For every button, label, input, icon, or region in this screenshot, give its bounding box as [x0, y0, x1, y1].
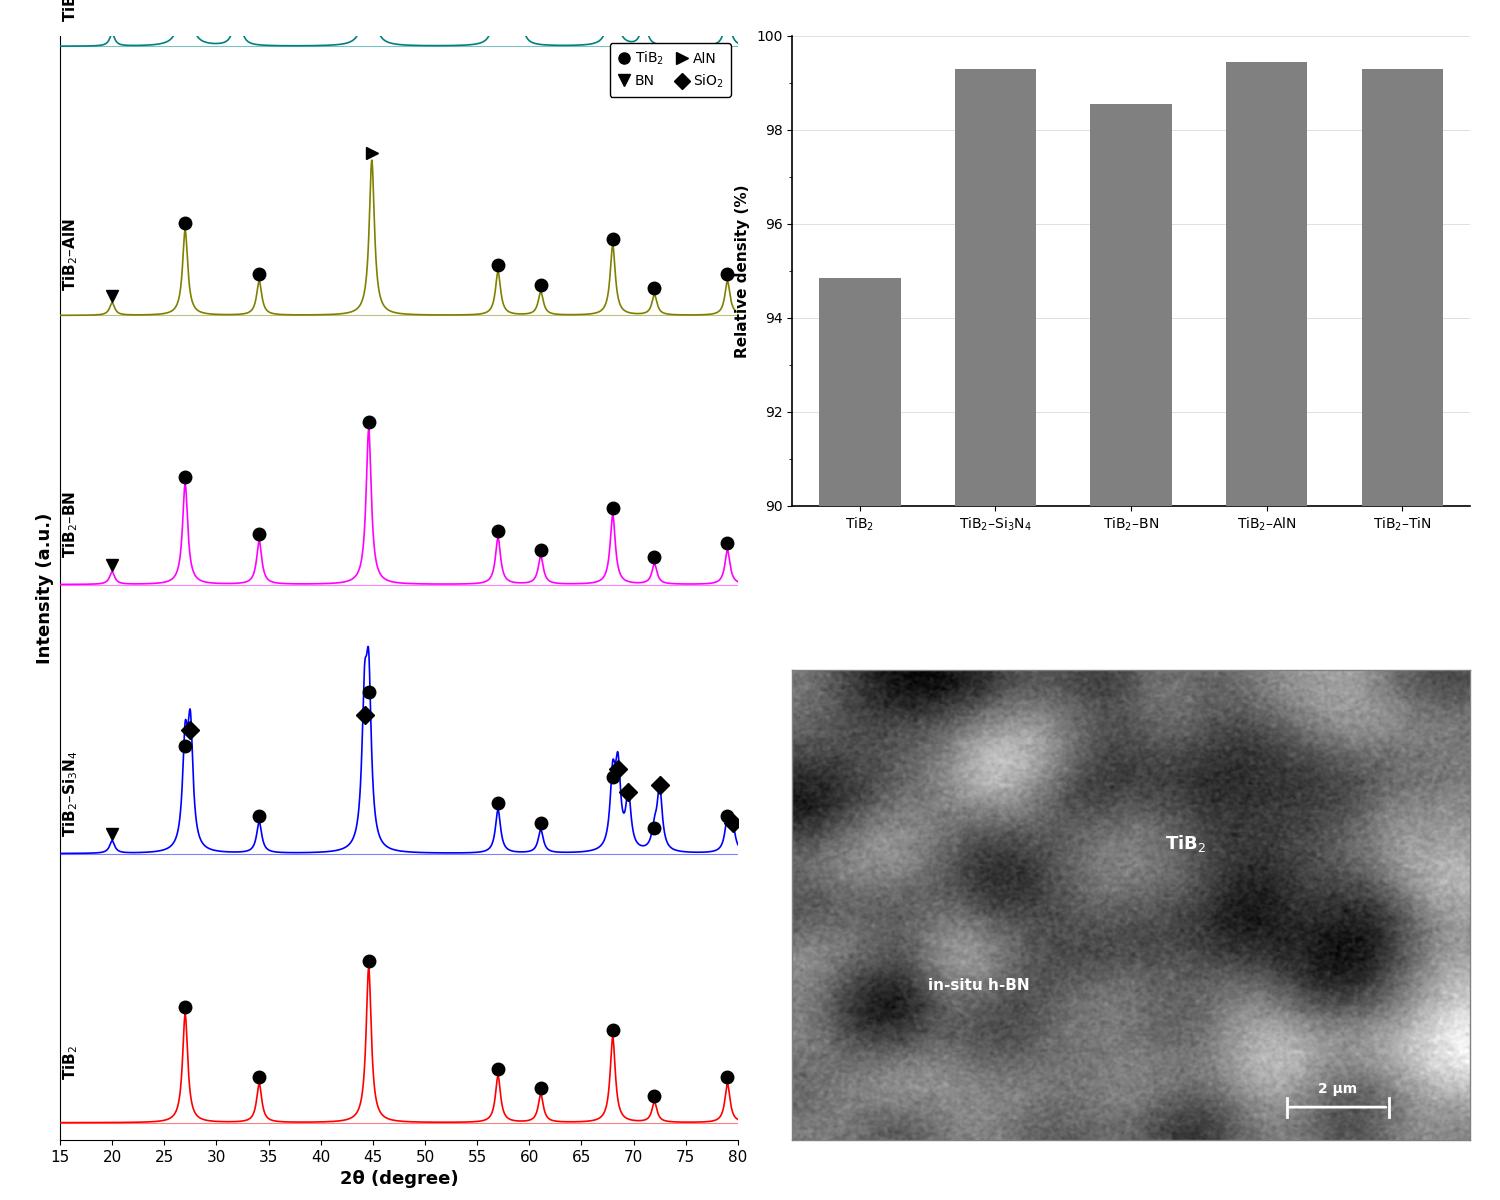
Text: in-situ h-BN: in-situ h-BN	[927, 978, 1029, 992]
Bar	[819, 278, 900, 1200]
Bar	[956, 68, 1036, 1200]
Legend: TiB$_2$, BN, AlN, SiO$_2$: TiB$_2$, BN, AlN, SiO$_2$	[609, 43, 730, 97]
Text: TiB$_2$: TiB$_2$	[1166, 833, 1206, 853]
Bar	[1226, 62, 1308, 1200]
Text: TiB$_2$–TiN: TiB$_2$–TiN	[62, 0, 80, 22]
Text: TiB$_2$–AlN: TiB$_2$–AlN	[62, 218, 80, 292]
Text: TiB$_2$–BN: TiB$_2$–BN	[62, 491, 80, 558]
Y-axis label: Relative density (%): Relative density (%)	[735, 184, 750, 358]
Bar	[1090, 104, 1172, 1200]
Text: 2 μm: 2 μm	[1318, 1082, 1358, 1096]
Text: TiB$_2$: TiB$_2$	[62, 1045, 80, 1080]
Text: TiB$_2$–Si$_3$N$_4$: TiB$_2$–Si$_3$N$_4$	[62, 750, 80, 836]
Bar	[1362, 68, 1443, 1200]
X-axis label: 2θ (degree): 2θ (degree)	[339, 1170, 459, 1188]
Y-axis label: Intensity (a.u.): Intensity (a.u.)	[36, 512, 54, 664]
